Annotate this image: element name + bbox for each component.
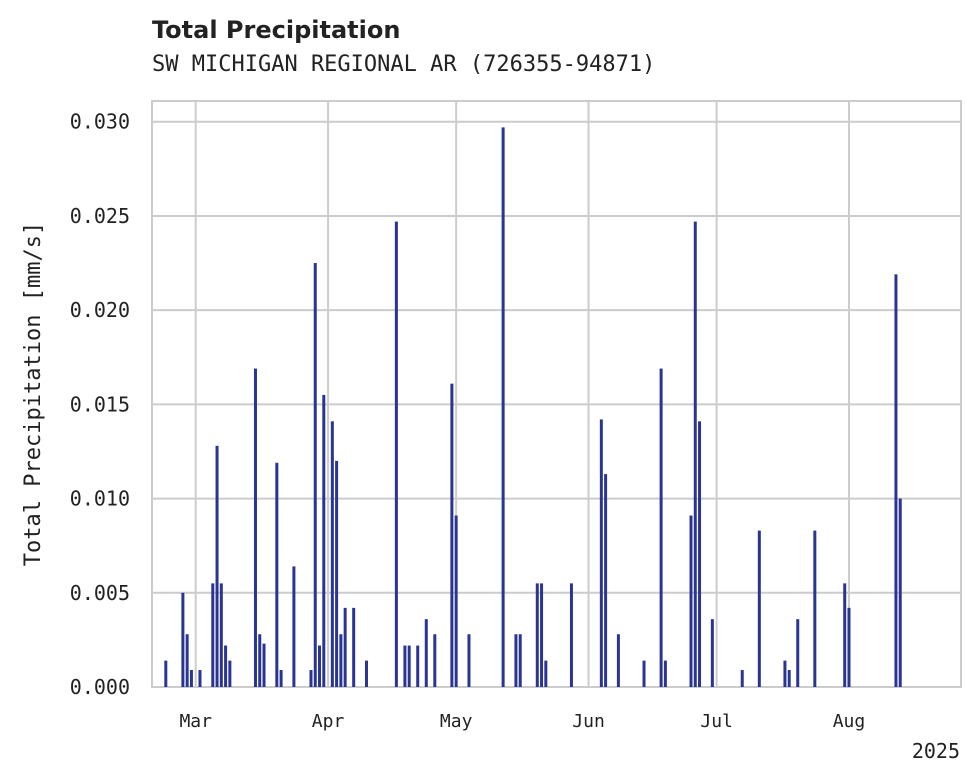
precipitation-bar (343, 607, 347, 687)
precipitation-bar (313, 263, 317, 687)
precipitation-bar (211, 583, 215, 687)
precipitation-bar (224, 645, 228, 687)
y-tick-label: 0.030 (70, 110, 130, 134)
y-tick-label: 0.020 (70, 298, 130, 322)
precipitation-bar (698, 421, 702, 687)
precipitation-bar (535, 583, 539, 687)
precipitation-bar (403, 645, 407, 687)
precipitation-bar (450, 383, 454, 687)
precipitation-bar (894, 274, 898, 687)
y-tick-label: 0.000 (70, 675, 130, 699)
precipitation-bar (228, 660, 232, 687)
precipitation-bar (433, 634, 437, 687)
grid-lines (153, 101, 960, 687)
precipitation-bar (569, 583, 573, 687)
y-tick-labels: 0.000 0.005 0.010 0.015 0.020 0.025 0.030 (70, 110, 130, 699)
x-tick-label: Mar (179, 711, 212, 732)
precipitation-bar (710, 619, 714, 687)
precipitation-bar (330, 421, 334, 687)
precipitation-bar (262, 643, 266, 687)
precipitation-bar (642, 660, 646, 687)
precipitation-bar (783, 660, 787, 687)
y-tick-label: 0.015 (70, 392, 130, 416)
precipitation-bar (364, 660, 368, 687)
precipitation-bar (258, 634, 262, 687)
precipitation-bar (843, 583, 847, 687)
precipitation-bar (181, 592, 185, 687)
year-label: 2025 (912, 739, 960, 763)
precipitation-bar (424, 619, 428, 687)
precipitation-bar (335, 460, 339, 687)
precipitation-bar (796, 619, 800, 687)
precipitation-bar (501, 127, 505, 688)
precipitation-bar (813, 530, 817, 687)
precipitation-bar (659, 368, 663, 687)
precipitation-bar (663, 660, 667, 687)
precipitation-bar (185, 634, 189, 687)
precipitation-bar (407, 645, 411, 687)
precipitation-bar (898, 498, 902, 687)
precipitation-bar (309, 670, 313, 687)
bars-group (164, 127, 902, 688)
y-tick-label: 0.010 (70, 487, 130, 511)
precipitation-bar (544, 660, 548, 687)
precipitation-bar (215, 445, 219, 687)
precipitation-bar (339, 634, 343, 687)
precipitation-bar (164, 660, 168, 687)
x-tick-label: Aug (833, 711, 866, 732)
precipitation-bar (189, 670, 193, 687)
precipitation-bar (616, 634, 620, 687)
precipitation-bar (292, 566, 296, 687)
precipitation-bar (279, 670, 283, 687)
y-tick-label: 0.005 (70, 581, 130, 605)
precipitation-bar (394, 221, 398, 687)
precipitation-bar (757, 530, 761, 687)
precipitation-bar (467, 634, 471, 687)
y-axis-label: Total Precipitation [mm/s] (21, 222, 46, 566)
precipitation-bar (454, 515, 458, 687)
precipitation-bar (787, 670, 791, 687)
precipitation-bar (689, 515, 693, 687)
x-tick-label: Jul (700, 711, 733, 732)
precipitation-bar (514, 634, 518, 687)
precipitation-bar (198, 670, 202, 687)
precipitation-bar (740, 670, 744, 687)
plot-frame (151, 100, 962, 688)
precipitation-bar (518, 634, 522, 687)
x-tick-label: May (440, 711, 473, 732)
precipitation-bar (693, 221, 697, 687)
precipitation-bar (318, 645, 322, 687)
precipitation-bar (275, 462, 279, 687)
chart-subtitle: SW MICHIGAN REGIONAL AR (726355-94871) (152, 52, 656, 77)
precipitation-bar (253, 368, 257, 687)
x-tick-labels: Mar Apr May Jun Jul Aug (179, 711, 865, 732)
precipitation-bar (219, 583, 223, 687)
precipitation-bar (599, 419, 603, 687)
x-tick-label: Apr (312, 711, 345, 732)
y-tick-label: 0.025 (70, 204, 130, 228)
precipitation-bar (847, 607, 851, 687)
precipitation-bar (416, 645, 420, 687)
precipitation-bar (352, 607, 356, 687)
x-tick-label: Jun (572, 711, 605, 732)
precipitation-bar (604, 474, 608, 687)
chart-title: Total Precipitation (152, 16, 401, 44)
precipitation-bar (540, 583, 544, 687)
precipitation-bar (322, 394, 326, 687)
